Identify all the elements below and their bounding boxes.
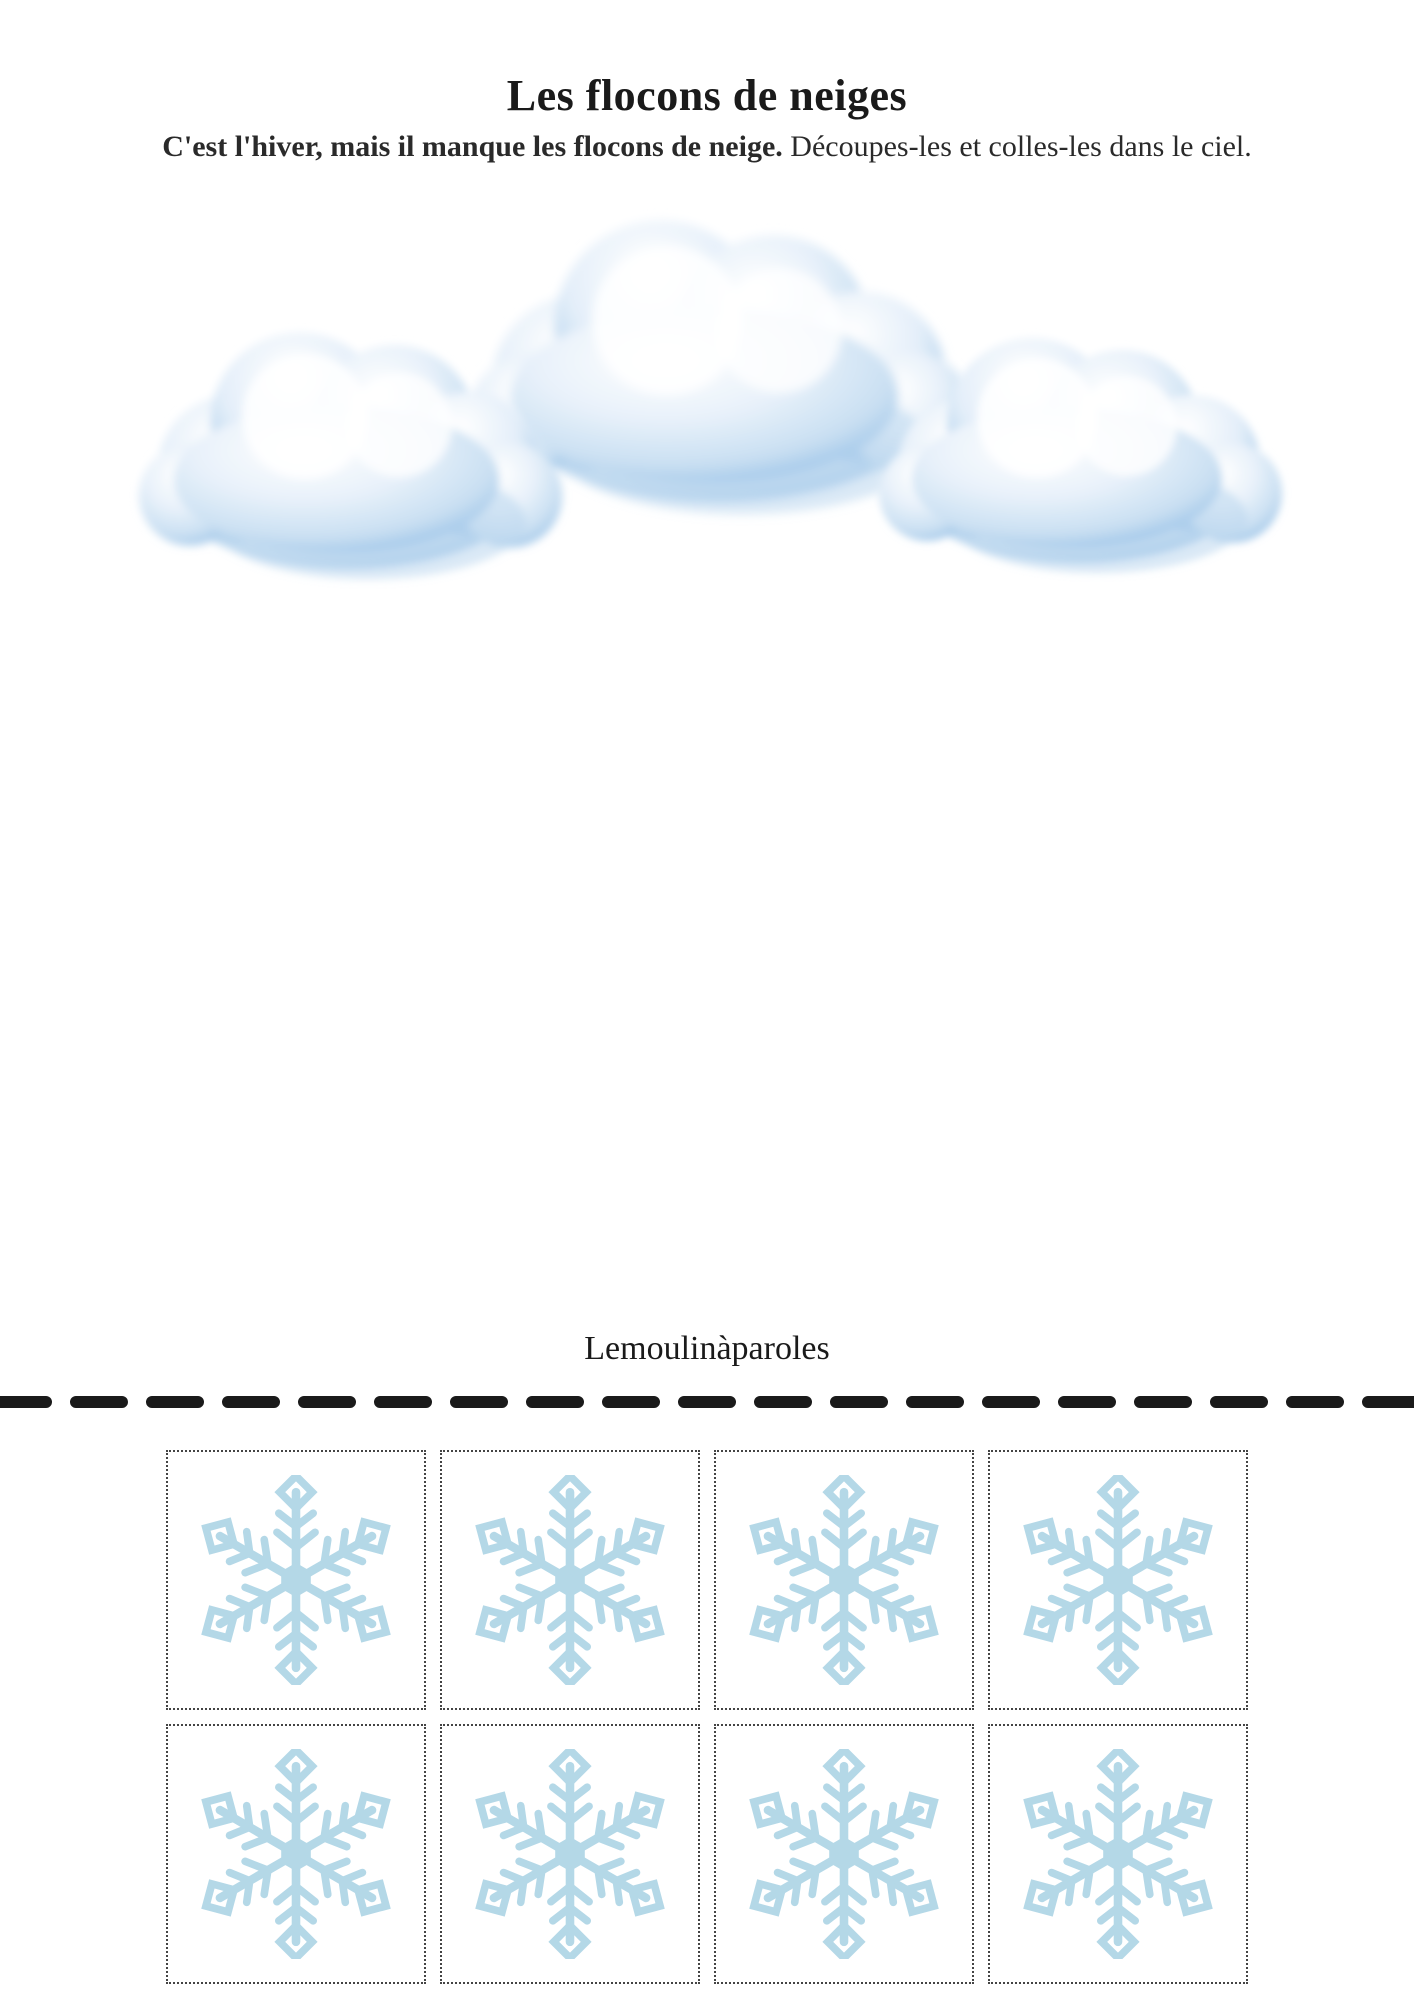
page-subtitle: C'est l'hiver, mais il manque les flocon… xyxy=(122,127,1292,168)
worksheet-page: Les flocons de neiges C'est l'hiver, mai… xyxy=(0,0,1414,2000)
snowflake-icon xyxy=(739,1475,949,1685)
subtitle-bold: C'est l'hiver, mais il manque les flocon… xyxy=(162,130,783,163)
snowflake-cell xyxy=(440,1724,700,1984)
snowflake-icon xyxy=(739,1749,949,1959)
snowflake-grid xyxy=(166,1450,1248,1984)
snowflake-cell xyxy=(166,1724,426,1984)
snowflake-icon xyxy=(1013,1475,1223,1685)
snowflake-icon xyxy=(465,1475,675,1685)
snowflake-icon xyxy=(191,1749,401,1959)
snowflake-icon xyxy=(191,1475,401,1685)
subtitle-rest: Découpes-les et colles-les dans le ciel. xyxy=(783,130,1252,163)
page-title: Les flocons de neiges xyxy=(507,70,907,121)
snowflake-cell xyxy=(714,1724,974,1984)
snowflake-icon xyxy=(1013,1749,1223,1959)
clouds-illustration xyxy=(67,208,1347,628)
snowflake-icon xyxy=(465,1749,675,1959)
snowflake-cell xyxy=(440,1450,700,1710)
snowflake-cell xyxy=(714,1450,974,1710)
snowflake-cell xyxy=(988,1450,1248,1710)
snowflake-cell xyxy=(166,1450,426,1710)
clouds-svg xyxy=(67,208,1347,628)
credit-signature: Lemoulinàparoles xyxy=(584,1330,829,1368)
snowflake-cell xyxy=(988,1724,1248,1984)
cut-line xyxy=(0,1395,1414,1409)
